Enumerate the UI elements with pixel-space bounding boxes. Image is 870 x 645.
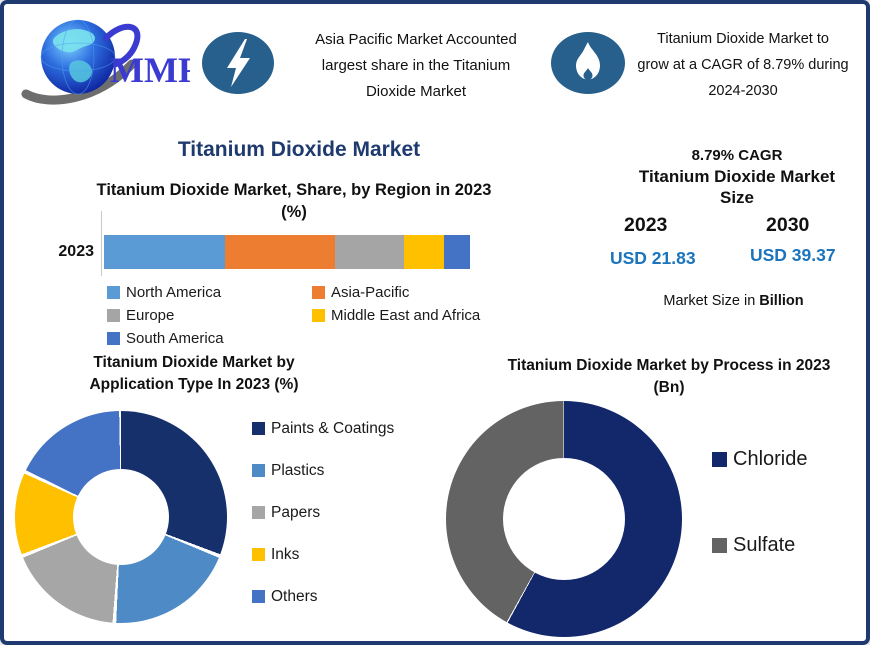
bar-segment-europe [334, 235, 405, 269]
process-donut-title: Titanium Dioxide Market by Process in 20… [507, 357, 831, 396]
callout-line: Asia Pacific Market Accounted [315, 31, 517, 48]
legend-label: North America [126, 284, 222, 301]
bar-segment-south-america [444, 235, 470, 269]
application-legend: Paints & Coatings Plastics Papers Inks O… [252, 417, 394, 608]
bar-segment-north-america [104, 235, 225, 269]
legend-label: Middle East and Africa [331, 307, 481, 324]
process-donut-chart [446, 401, 682, 637]
globe-logo-graphic: MMR [21, 19, 205, 105]
legend-swatch [252, 464, 265, 477]
process-legend: Chloride Sulfate [712, 448, 807, 557]
callout-line: grow at a CAGR of 8.79% during [637, 57, 849, 73]
donut-hole [73, 469, 169, 565]
market-size-note: Market Size in Billion [626, 293, 841, 309]
stacked-bar-2023 [104, 235, 470, 269]
legend-item-chloride: Chloride [712, 448, 807, 471]
legend-item-plastics: Plastics [252, 459, 394, 482]
flame-inner-notch [583, 68, 593, 80]
note-prefix: Market Size in [663, 293, 760, 309]
bar-chart-axis-line [101, 211, 102, 276]
legend-item-europe: Europe [107, 307, 312, 324]
logo-text: MMR [110, 50, 190, 90]
legend-item-middle-east-africa: Middle East and Africa [312, 307, 480, 324]
header-callout-right: Titanium Dioxide Market to grow at a CAG… [618, 26, 866, 104]
logo-swoosh-gray [21, 59, 137, 105]
year-end-label: 2030 [766, 214, 810, 236]
globe-meridian [61, 19, 95, 95]
legend-swatch [252, 548, 265, 561]
legend-item-others: Others [252, 585, 394, 608]
continent-shape [69, 60, 93, 83]
lightning-icon [201, 31, 275, 95]
callout-line: Titanium Dioxide Market to [657, 31, 829, 47]
legend-item-papers: Papers [252, 501, 394, 524]
donut-hole [503, 458, 625, 580]
legend-label: Papers [271, 503, 321, 521]
legend-label: Paints & Coatings [271, 419, 395, 437]
application-donut-title: Titanium Dioxide Market by Application T… [89, 354, 299, 393]
region-legend: North America Asia-Pacific Europe Middle… [107, 281, 480, 350]
page-title: Titanium Dioxide Market [177, 138, 421, 161]
legend-swatch [252, 590, 265, 603]
note-bold: Billion [759, 293, 804, 309]
application-donut-chart [15, 411, 227, 623]
legend-swatch [312, 309, 325, 322]
bar-segment-asia-pacific [224, 235, 335, 269]
flame-icon [550, 31, 626, 95]
legend-swatch [312, 286, 325, 299]
callout-line: 2024-2030 [708, 83, 778, 99]
bar-category-label: 2023 [58, 243, 94, 260]
legend-label: Chloride [733, 448, 808, 470]
logo-swoosh-blue [103, 23, 141, 67]
legend-item-north-america: North America [107, 284, 312, 301]
callout-line: largest share in the Titanium [321, 57, 511, 74]
lightning-bolt-glyph [227, 39, 250, 87]
mmr-logo: MMR [20, 12, 205, 107]
legend-label: Others [271, 587, 318, 605]
legend-item-paints-coatings: Paints & Coatings [252, 417, 394, 440]
legend-swatch [712, 452, 727, 467]
globe-meridian [40, 42, 116, 72]
legend-item-inks: Inks [252, 543, 394, 566]
market-size-title: Titanium Dioxide Market Size [638, 167, 836, 207]
legend-swatch [107, 332, 120, 345]
market-value-end: USD 39.37 [750, 245, 836, 265]
header-callout-left: Asia Pacific Market Accounted largest sh… [289, 27, 543, 105]
year-start-label: 2023 [624, 214, 668, 236]
legend-item-south-america: South America [107, 330, 312, 347]
legend-swatch [107, 309, 120, 322]
legend-label: Asia-Pacific [331, 284, 410, 301]
continent-shape [52, 29, 95, 53]
legend-label: Inks [271, 545, 300, 563]
flame-glyph [576, 42, 600, 80]
legend-label: South America [126, 330, 224, 347]
bar-segment-middle-east-and-africa [404, 235, 445, 269]
legend-item-sulfate: Sulfate [712, 534, 807, 557]
callout-line: Dioxide Market [365, 83, 467, 100]
market-value-start: USD 21.83 [610, 248, 696, 268]
bar-chart-title: Titanium Dioxide Market, Share, by Regio… [96, 181, 492, 221]
legend-label: Europe [126, 307, 175, 324]
legend-swatch [252, 422, 265, 435]
legend-item-asia-pacific: Asia-Pacific [312, 284, 480, 301]
legend-label: Plastics [271, 461, 325, 479]
cagr-value: 8.79% CAGR [691, 147, 783, 164]
legend-swatch [252, 506, 265, 519]
legend-swatch [712, 538, 727, 553]
legend-swatch [107, 286, 120, 299]
legend-label: Sulfate [733, 534, 796, 556]
